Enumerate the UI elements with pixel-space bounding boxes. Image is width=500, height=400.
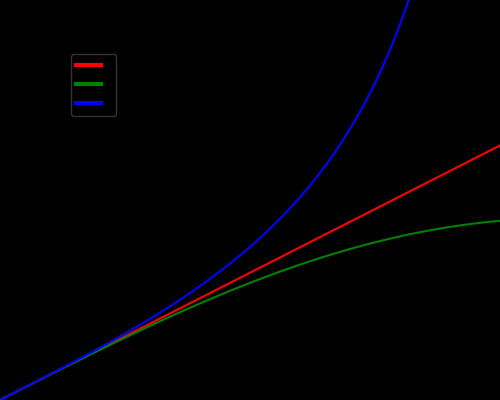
Legend: , , : , , xyxy=(72,54,116,116)
